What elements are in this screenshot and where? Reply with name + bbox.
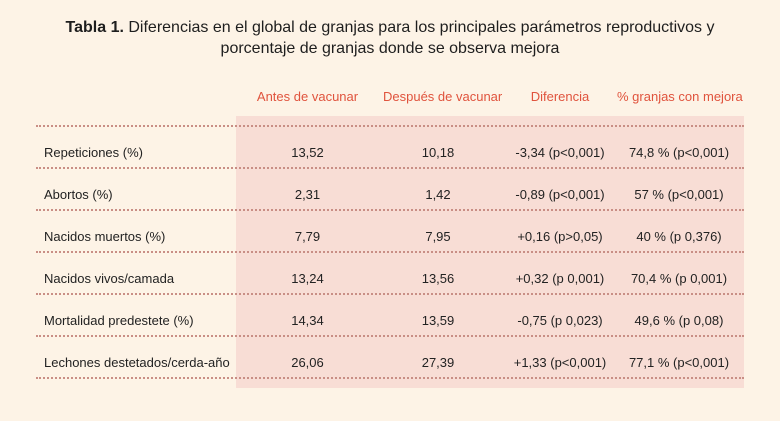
row-divider	[36, 209, 744, 211]
cell-mejora: 74,8 % (p<0,001)	[628, 145, 730, 160]
cell-mejora: 77,1 % (p<0,001)	[628, 355, 730, 370]
cell-diferencia: -0,89 (p<0,001)	[515, 187, 605, 202]
cell-mejora: 40 % (p 0,376)	[636, 229, 722, 244]
cell-antes: 13,52	[291, 145, 324, 160]
table-row: Mortalidad predestete (%) 14,34 13,59 -0…	[0, 301, 780, 343]
header-despues: Después de vacunar	[383, 89, 503, 104]
row-label: Mortalidad predestete (%)	[44, 313, 194, 328]
table-row: Repeticiones (%) 13,52 10,18 -3,34 (p<0,…	[0, 133, 780, 175]
title-line-2: porcentaje de granjas donde se observa m…	[220, 40, 560, 57]
table-title: Tabla 1. Diferencias en el global de gra…	[0, 17, 780, 59]
row-divider	[36, 377, 744, 379]
cell-mejora: 49,6 % (p 0,08)	[634, 313, 724, 328]
cell-antes: 14,34	[291, 313, 324, 328]
header-mejora: % granjas con mejora	[617, 89, 743, 104]
table-row: Abortos (%) 2,31 1,42 -0,89 (p<0,001) 57…	[0, 175, 780, 217]
cell-diferencia: +1,33 (p<0,001)	[513, 355, 607, 370]
cell-diferencia: +0,32 (p 0,001)	[515, 271, 605, 286]
table-header: Antes de vacunar Después de vacunar Dife…	[0, 89, 780, 107]
row-label: Abortos (%)	[44, 187, 113, 202]
row-divider	[36, 293, 744, 295]
cell-despues: 27,39	[421, 355, 455, 370]
title-text-1: Diferencias en el global de granjas para…	[128, 19, 715, 36]
cell-antes: 13,24	[291, 271, 324, 286]
table-row: Nacidos muertos (%) 7,79 7,95 +0,16 (p>0…	[0, 217, 780, 259]
title-prefix: Tabla 1.	[65, 19, 124, 36]
cell-diferencia: +0,16 (p>0,05)	[517, 229, 603, 244]
cell-antes: 7,79	[294, 229, 321, 244]
cell-despues: 13,56	[421, 271, 455, 286]
table-row: Lechones destetados/cerda-año 26,06 27,3…	[0, 343, 780, 385]
header-diferencia: Diferencia	[530, 89, 590, 104]
title-line-1: Tabla 1. Diferencias en el global de gra…	[0, 17, 780, 38]
cell-mejora: 57 % (p<0,001)	[634, 187, 724, 202]
cell-diferencia: -3,34 (p<0,001)	[515, 145, 605, 160]
row-label: Nacidos vivos/camada	[44, 271, 175, 286]
row-label: Nacidos muertos (%)	[44, 229, 166, 244]
row-divider	[36, 167, 744, 169]
row-divider	[36, 251, 744, 253]
cell-despues: 1,42	[425, 187, 451, 202]
cell-despues: 10,18	[421, 145, 455, 160]
row-divider	[36, 125, 744, 127]
cell-antes: 26,06	[291, 355, 324, 370]
cell-antes: 2,31	[294, 187, 321, 202]
cell-diferencia: -0,75 (p 0,023)	[517, 313, 603, 328]
row-divider	[36, 335, 744, 337]
cell-despues: 13,59	[421, 313, 455, 328]
row-label: Lechones destetados/cerda-año	[44, 355, 230, 370]
row-label: Repeticiones (%)	[44, 145, 143, 160]
header-antes: Antes de vacunar	[256, 89, 359, 104]
cell-mejora: 70,4 % (p 0,001)	[630, 271, 728, 286]
cell-despues: 7,95	[425, 229, 451, 244]
table-row: Nacidos vivos/camada 13,24 13,56 +0,32 (…	[0, 259, 780, 301]
